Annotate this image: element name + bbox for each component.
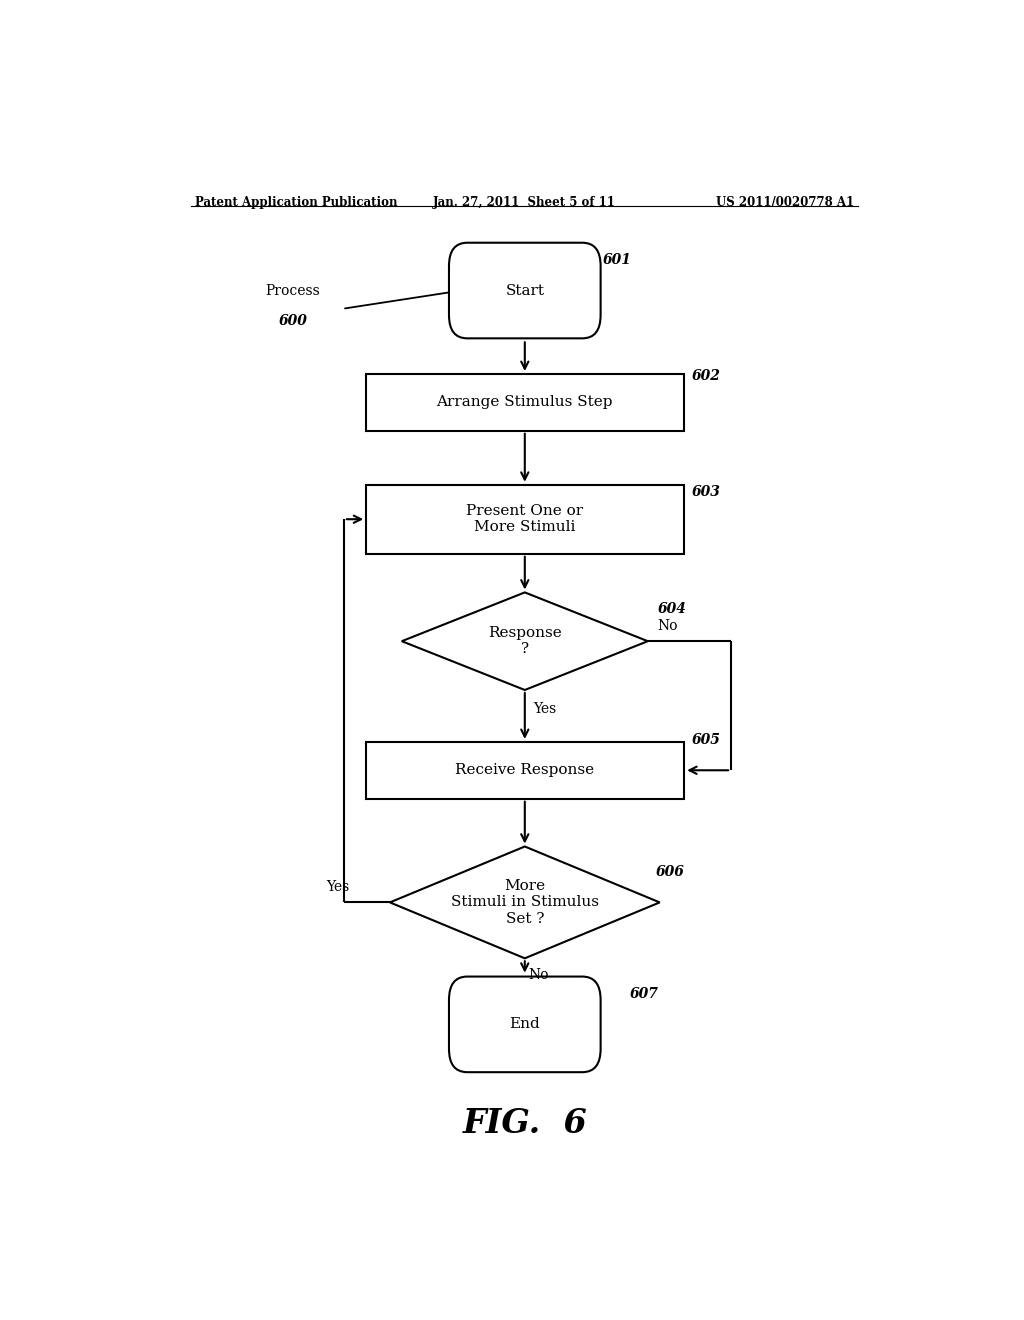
- Text: Process: Process: [265, 284, 321, 314]
- Bar: [367, 374, 684, 430]
- Polygon shape: [401, 593, 648, 690]
- Text: 607: 607: [630, 987, 658, 1001]
- Text: No: No: [657, 619, 678, 634]
- Text: Yes: Yes: [327, 880, 350, 894]
- Text: Patent Application Publication: Patent Application Publication: [196, 195, 398, 209]
- Text: Present One or
More Stimuli: Present One or More Stimuli: [466, 504, 584, 535]
- Text: End: End: [509, 1018, 541, 1031]
- FancyBboxPatch shape: [449, 243, 601, 338]
- Text: 601: 601: [602, 253, 632, 267]
- Text: More
Stimuli in Stimulus
Set ?: More Stimuli in Stimulus Set ?: [451, 879, 599, 925]
- Text: 600: 600: [279, 314, 307, 329]
- Text: No: No: [528, 969, 549, 982]
- Bar: [367, 484, 684, 554]
- Text: Jan. 27, 2011  Sheet 5 of 11: Jan. 27, 2011 Sheet 5 of 11: [433, 195, 616, 209]
- Text: FIG.  6: FIG. 6: [463, 1107, 587, 1140]
- Text: 602: 602: [691, 368, 720, 383]
- Text: Start: Start: [505, 284, 545, 297]
- Text: Arrange Stimulus Step: Arrange Stimulus Step: [436, 395, 613, 409]
- Text: US 2011/0020778 A1: US 2011/0020778 A1: [716, 195, 854, 209]
- Text: Yes: Yes: [534, 702, 556, 717]
- FancyBboxPatch shape: [449, 977, 601, 1072]
- Text: 606: 606: [655, 865, 685, 879]
- Polygon shape: [390, 846, 659, 958]
- Bar: [367, 742, 684, 799]
- Text: 603: 603: [691, 484, 720, 499]
- Text: Response
?: Response ?: [487, 626, 562, 656]
- Text: 604: 604: [658, 602, 687, 615]
- Text: Receive Response: Receive Response: [456, 763, 594, 777]
- Text: 605: 605: [691, 733, 720, 747]
